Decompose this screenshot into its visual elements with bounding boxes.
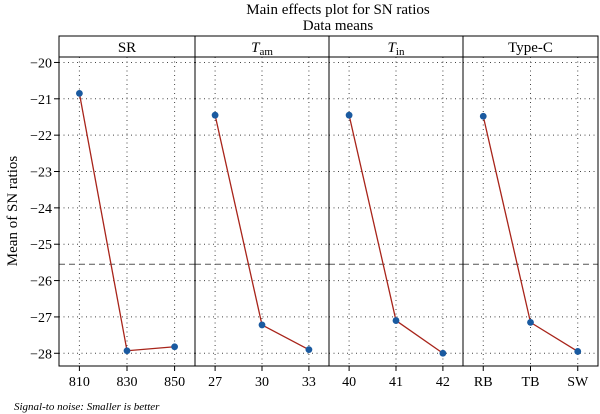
x-tick-label: 41 (389, 375, 403, 390)
y-tick-label: −24 (30, 202, 52, 217)
data-point (392, 317, 400, 324)
chart-title: Main effects plot for SN ratios (246, 2, 430, 18)
data-point (345, 111, 353, 119)
data-point (76, 89, 83, 97)
data-point (305, 346, 313, 354)
data-point (439, 349, 447, 357)
y-tick-label: −26 (30, 275, 52, 290)
y-axis-label: Mean of SN ratios (5, 156, 21, 267)
data-point (527, 318, 534, 326)
chart-subtitle: Data means (303, 18, 374, 34)
series-line-panel-1 (78, 93, 175, 352)
x-tick-label: 830 (117, 375, 138, 390)
x-tick-label: 810 (69, 375, 90, 390)
x-tick-label: 40 (342, 375, 356, 390)
panel-title: SR (118, 40, 136, 56)
panel-frame (194, 56, 330, 367)
y-tick-label: −22 (30, 129, 52, 144)
x-tick-label: 27 (208, 375, 222, 390)
panel-title: Tam (251, 40, 273, 58)
x-tick-label: 33 (302, 375, 316, 390)
x-tick-label: 30 (255, 375, 269, 390)
y-tick-label: −27 (30, 311, 52, 326)
y-tick-label: −28 (30, 347, 52, 362)
x-tick-label: RB (474, 375, 493, 390)
x-tick-label: SW (567, 375, 589, 390)
data-point (479, 112, 487, 120)
x-tick-label: TB (522, 375, 540, 390)
panel-frame (58, 56, 196, 367)
panel-title: Tin (388, 40, 405, 58)
panel-title: Type-C (508, 40, 553, 56)
footnote: Signal-to noise: Smaller is better (14, 401, 160, 413)
y-tick-label: −21 (30, 93, 52, 108)
data-point (258, 321, 266, 329)
y-tick-label: −25 (30, 238, 52, 253)
y-tick-label: −20 (30, 56, 52, 71)
plot-layer: SR 810 830 850 Tam 27 30 33 Tin 40 41 42 Type-C RB TB S… (30, 35, 599, 390)
x-tick-label: 42 (436, 375, 450, 390)
x-tick-label: 850 (164, 375, 185, 390)
data-point (574, 348, 582, 355)
y-tick-label: −23 (30, 166, 52, 181)
data-point (171, 343, 179, 351)
data-point (123, 347, 131, 355)
data-point (211, 111, 219, 119)
